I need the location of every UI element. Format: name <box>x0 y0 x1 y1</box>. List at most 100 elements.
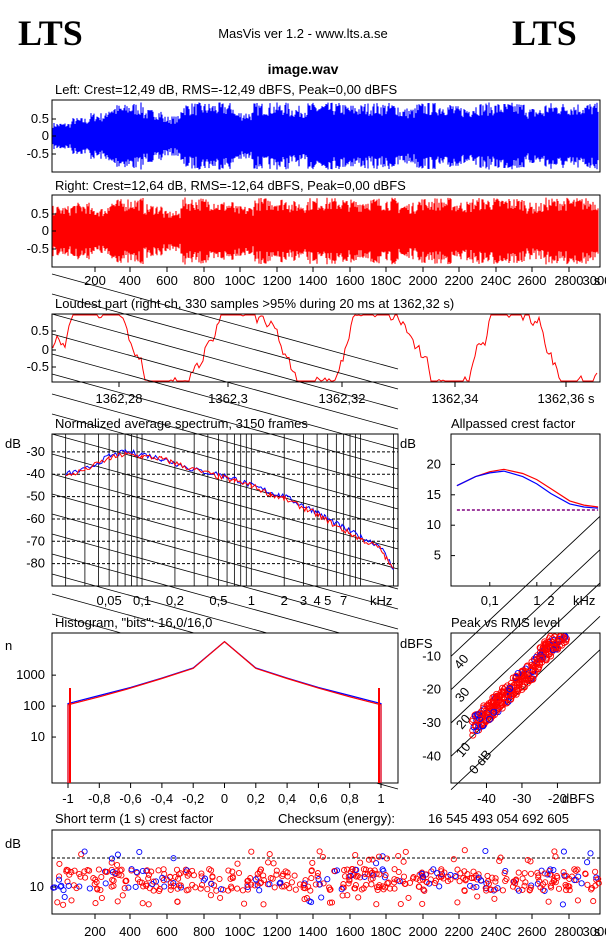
xtick-label: 4 <box>313 593 320 608</box>
short-term-point <box>373 870 380 877</box>
avg-spectrum-yticks: -30 -40 -50 -60 -70 -80 <box>26 444 45 571</box>
ytick-label: 15 <box>427 487 441 502</box>
short-term-point <box>450 856 457 863</box>
short-term-point <box>419 900 426 907</box>
short-term-point <box>438 866 445 873</box>
pvr-diagonal <box>450 549 601 690</box>
short-term-point <box>117 867 124 874</box>
grid-diagonal <box>51 333 399 430</box>
short-term-point <box>352 882 359 889</box>
histogram-ylabel: n <box>5 638 12 653</box>
short-term-point <box>234 860 241 867</box>
xtick-label: 1 <box>533 593 540 608</box>
short-term-point <box>50 884 57 891</box>
short-term-point <box>97 886 104 894</box>
short-term-point <box>175 871 183 878</box>
short-term-point <box>419 872 426 879</box>
xtick-label: 2800 <box>555 273 584 288</box>
peak-vs-rms-yticks: -10 -20 -30 -40 <box>422 648 441 763</box>
short-term-point <box>566 887 573 894</box>
short-term-point <box>139 867 146 875</box>
short-term-point <box>252 876 259 883</box>
short-term-point <box>462 876 469 883</box>
ytick-label: -20 <box>422 682 441 697</box>
pvr-point <box>506 685 514 693</box>
short-term-point <box>484 878 492 885</box>
short-term-point <box>375 883 382 891</box>
spectrum-series <box>65 451 394 569</box>
ytick-label: 5 <box>434 548 441 563</box>
short-term-point <box>198 870 205 877</box>
ytick-label: 0 <box>42 128 49 143</box>
xtick-label: 1362,34 <box>432 391 479 406</box>
short-term-point <box>509 883 517 890</box>
pvr-point <box>493 698 501 705</box>
pvr-diagonal <box>450 649 601 790</box>
short-term-point <box>286 885 293 892</box>
short-term-point <box>362 866 369 873</box>
short-term-point <box>248 848 255 855</box>
xtick-label: 3000 <box>583 924 606 939</box>
xtick-label: 800 <box>193 924 215 939</box>
ytick-label: -60 <box>26 511 45 526</box>
short-term-point <box>145 875 152 882</box>
short-term-point <box>401 880 408 887</box>
short-term-point <box>385 879 392 886</box>
xtick-label: 2800 <box>555 924 584 939</box>
short-term-point <box>258 879 265 886</box>
short-term-point <box>394 877 401 884</box>
short-term-point <box>71 867 78 874</box>
pvr-point <box>531 663 539 671</box>
short-term-point <box>277 879 284 886</box>
short-term-point <box>587 850 594 857</box>
short-term-point <box>588 886 595 893</box>
pvr-diagonal <box>450 516 601 657</box>
short-term-point <box>415 883 422 890</box>
short-term-point <box>160 866 167 873</box>
xtick-label: 7 <box>340 593 347 608</box>
checksum-value: 16 545 493 054 692 605 <box>428 811 569 826</box>
xtick-label: 400 <box>119 273 141 288</box>
xtick-label: 0,2 <box>247 791 265 806</box>
short-term-point <box>373 901 380 908</box>
short-term-point <box>184 872 191 879</box>
short-term-point <box>98 873 105 881</box>
short-term-point <box>278 883 285 890</box>
short-term-point <box>492 886 499 893</box>
short-term-point <box>593 874 600 881</box>
xtick-label: 0,2 <box>166 593 184 608</box>
short-term-point <box>93 879 100 886</box>
xtick-label: 3000 <box>583 273 606 288</box>
short-term-point <box>527 858 534 865</box>
short-term-point <box>55 876 63 883</box>
short-term-point <box>544 871 551 878</box>
short-term-point <box>257 880 264 887</box>
xtick-label: 1362,36 s <box>537 391 595 406</box>
ytick-label: 0.5 <box>31 323 49 338</box>
xtick-label: 0,05 <box>96 593 121 608</box>
right-waveform-title: Right: Crest=12,64 dB, RMS=-12,64 dBFS, … <box>55 178 406 193</box>
peak-vs-rms-xticks: -40 -30 -20 <box>477 783 567 806</box>
pvr-point <box>502 699 510 707</box>
short-term-point <box>308 867 315 874</box>
short-term-point <box>92 900 99 907</box>
short-term-point <box>444 878 451 885</box>
short-term-point <box>140 883 147 890</box>
short-term-point <box>150 878 157 885</box>
short-term-plot <box>50 847 602 908</box>
xtick-label: 1362,32 <box>319 391 366 406</box>
short-term-point <box>76 870 83 878</box>
left-waveform-yticks: 0.5 0 -0.5 <box>27 111 56 161</box>
short-term-point <box>395 852 402 860</box>
short-term-point <box>461 847 468 854</box>
short-term-point <box>121 885 128 892</box>
short-term-point <box>125 884 132 891</box>
short-term-point <box>496 857 503 865</box>
short-term-point <box>316 848 323 855</box>
pvr-point <box>541 641 549 649</box>
short-term-point <box>239 887 246 894</box>
xtick-label: 1200 <box>263 273 292 288</box>
short-term-point <box>209 873 216 880</box>
short-term-point <box>413 875 420 882</box>
short-term-point <box>428 868 435 875</box>
